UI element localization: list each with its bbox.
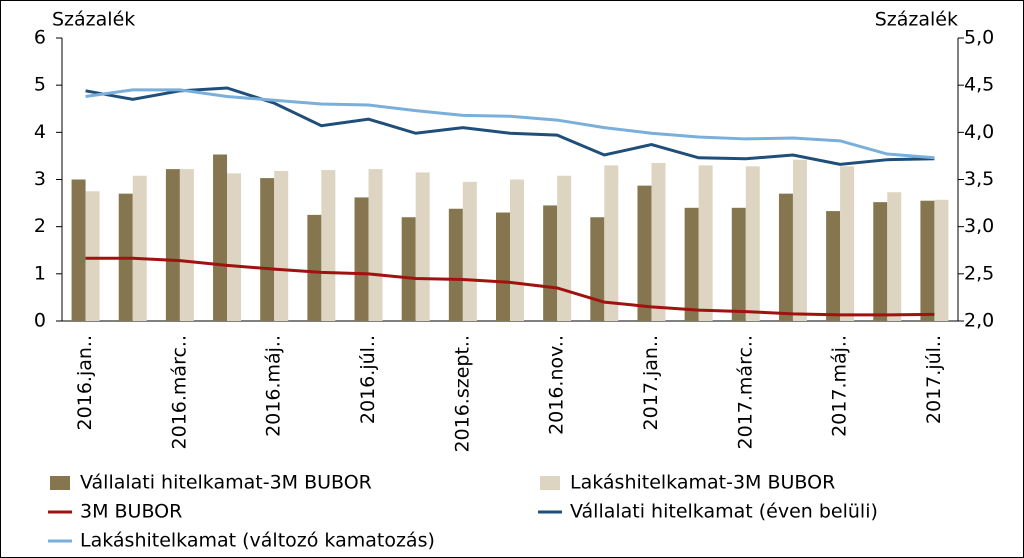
x-tick-label: 2016.júl..	[357, 335, 379, 424]
y-tick-label: 2	[34, 215, 46, 237]
bar	[826, 211, 841, 321]
line-series	[85, 88, 935, 160]
legend-label: Vállalati hitelkamat-3M BUBOR	[80, 472, 372, 494]
y2-axis-label: Százalék	[875, 9, 958, 31]
bar	[415, 172, 430, 321]
bar	[132, 175, 147, 321]
bar	[920, 200, 935, 321]
bar	[637, 185, 652, 321]
bar	[651, 162, 666, 321]
x-tick-label: 2016.jan..	[74, 335, 96, 430]
bar	[698, 165, 713, 321]
bar	[731, 207, 746, 321]
bar	[543, 205, 558, 321]
bar	[260, 178, 275, 321]
y-tick-label: 5	[34, 74, 46, 96]
bar	[590, 217, 605, 321]
x-tick-label: 2016.márc..	[168, 335, 190, 449]
y2-tick-label: 2,5	[964, 262, 994, 284]
line-series	[85, 86, 935, 166]
x-tick-label: 2016.nov..	[546, 335, 568, 435]
bar	[448, 208, 463, 321]
x-tick-label: 2017.júl..	[923, 335, 945, 424]
bar	[887, 192, 902, 321]
bar	[179, 169, 194, 321]
legend-swatch	[540, 476, 560, 490]
bar	[778, 193, 793, 321]
y2-tick-label: 5,0	[964, 27, 994, 49]
legend-label: 3M BUBOR	[80, 501, 182, 523]
y-tick-label: 3	[34, 168, 46, 190]
bar	[604, 165, 619, 321]
bar	[792, 159, 807, 321]
bar	[557, 175, 572, 321]
y-axis-label: Százalék	[52, 9, 135, 31]
y2-tick-label: 4,0	[964, 121, 994, 143]
legend-label: Lakáshitelkamat-3M BUBOR	[570, 472, 835, 494]
bar	[873, 202, 888, 321]
bar	[354, 197, 369, 321]
bar	[745, 166, 760, 321]
bar	[85, 191, 100, 321]
bar	[840, 166, 855, 321]
bar	[934, 199, 949, 321]
bar	[462, 181, 477, 321]
bar	[227, 173, 242, 321]
bar	[274, 171, 289, 321]
x-tick-label: 2017.jan..	[640, 335, 662, 430]
y-tick-label: 0	[34, 310, 46, 332]
bar	[684, 207, 699, 321]
y2-tick-label: 4,5	[964, 74, 994, 96]
bar	[368, 169, 383, 321]
x-tick-label: 2017.máj..	[829, 335, 851, 437]
x-tick-label: 2016.máj..	[263, 335, 285, 437]
legend-label: Lakáshitelkamat (változó kamatozás)	[80, 530, 435, 552]
y2-tick-label: 3,0	[964, 215, 994, 237]
bar	[213, 154, 228, 321]
bar	[401, 217, 416, 321]
y2-tick-label: 3,5	[964, 168, 994, 190]
bar	[510, 179, 524, 321]
y-tick-label: 1	[34, 262, 46, 284]
bar	[165, 169, 180, 321]
legend-label: Vállalati hitelkamat (éven belüli)	[570, 501, 878, 523]
bar	[321, 170, 336, 321]
bar	[71, 179, 86, 321]
bar	[307, 214, 322, 321]
y-tick-label: 6	[34, 27, 46, 49]
legend-swatch	[50, 476, 70, 490]
y2-tick-label: 2,0	[964, 310, 994, 332]
bar	[496, 212, 510, 321]
x-tick-label: 2017.márc..	[734, 335, 756, 449]
y-tick-label: 4	[34, 121, 46, 143]
x-tick-label: 2016.szept..	[451, 335, 473, 453]
line-series	[85, 256, 935, 317]
